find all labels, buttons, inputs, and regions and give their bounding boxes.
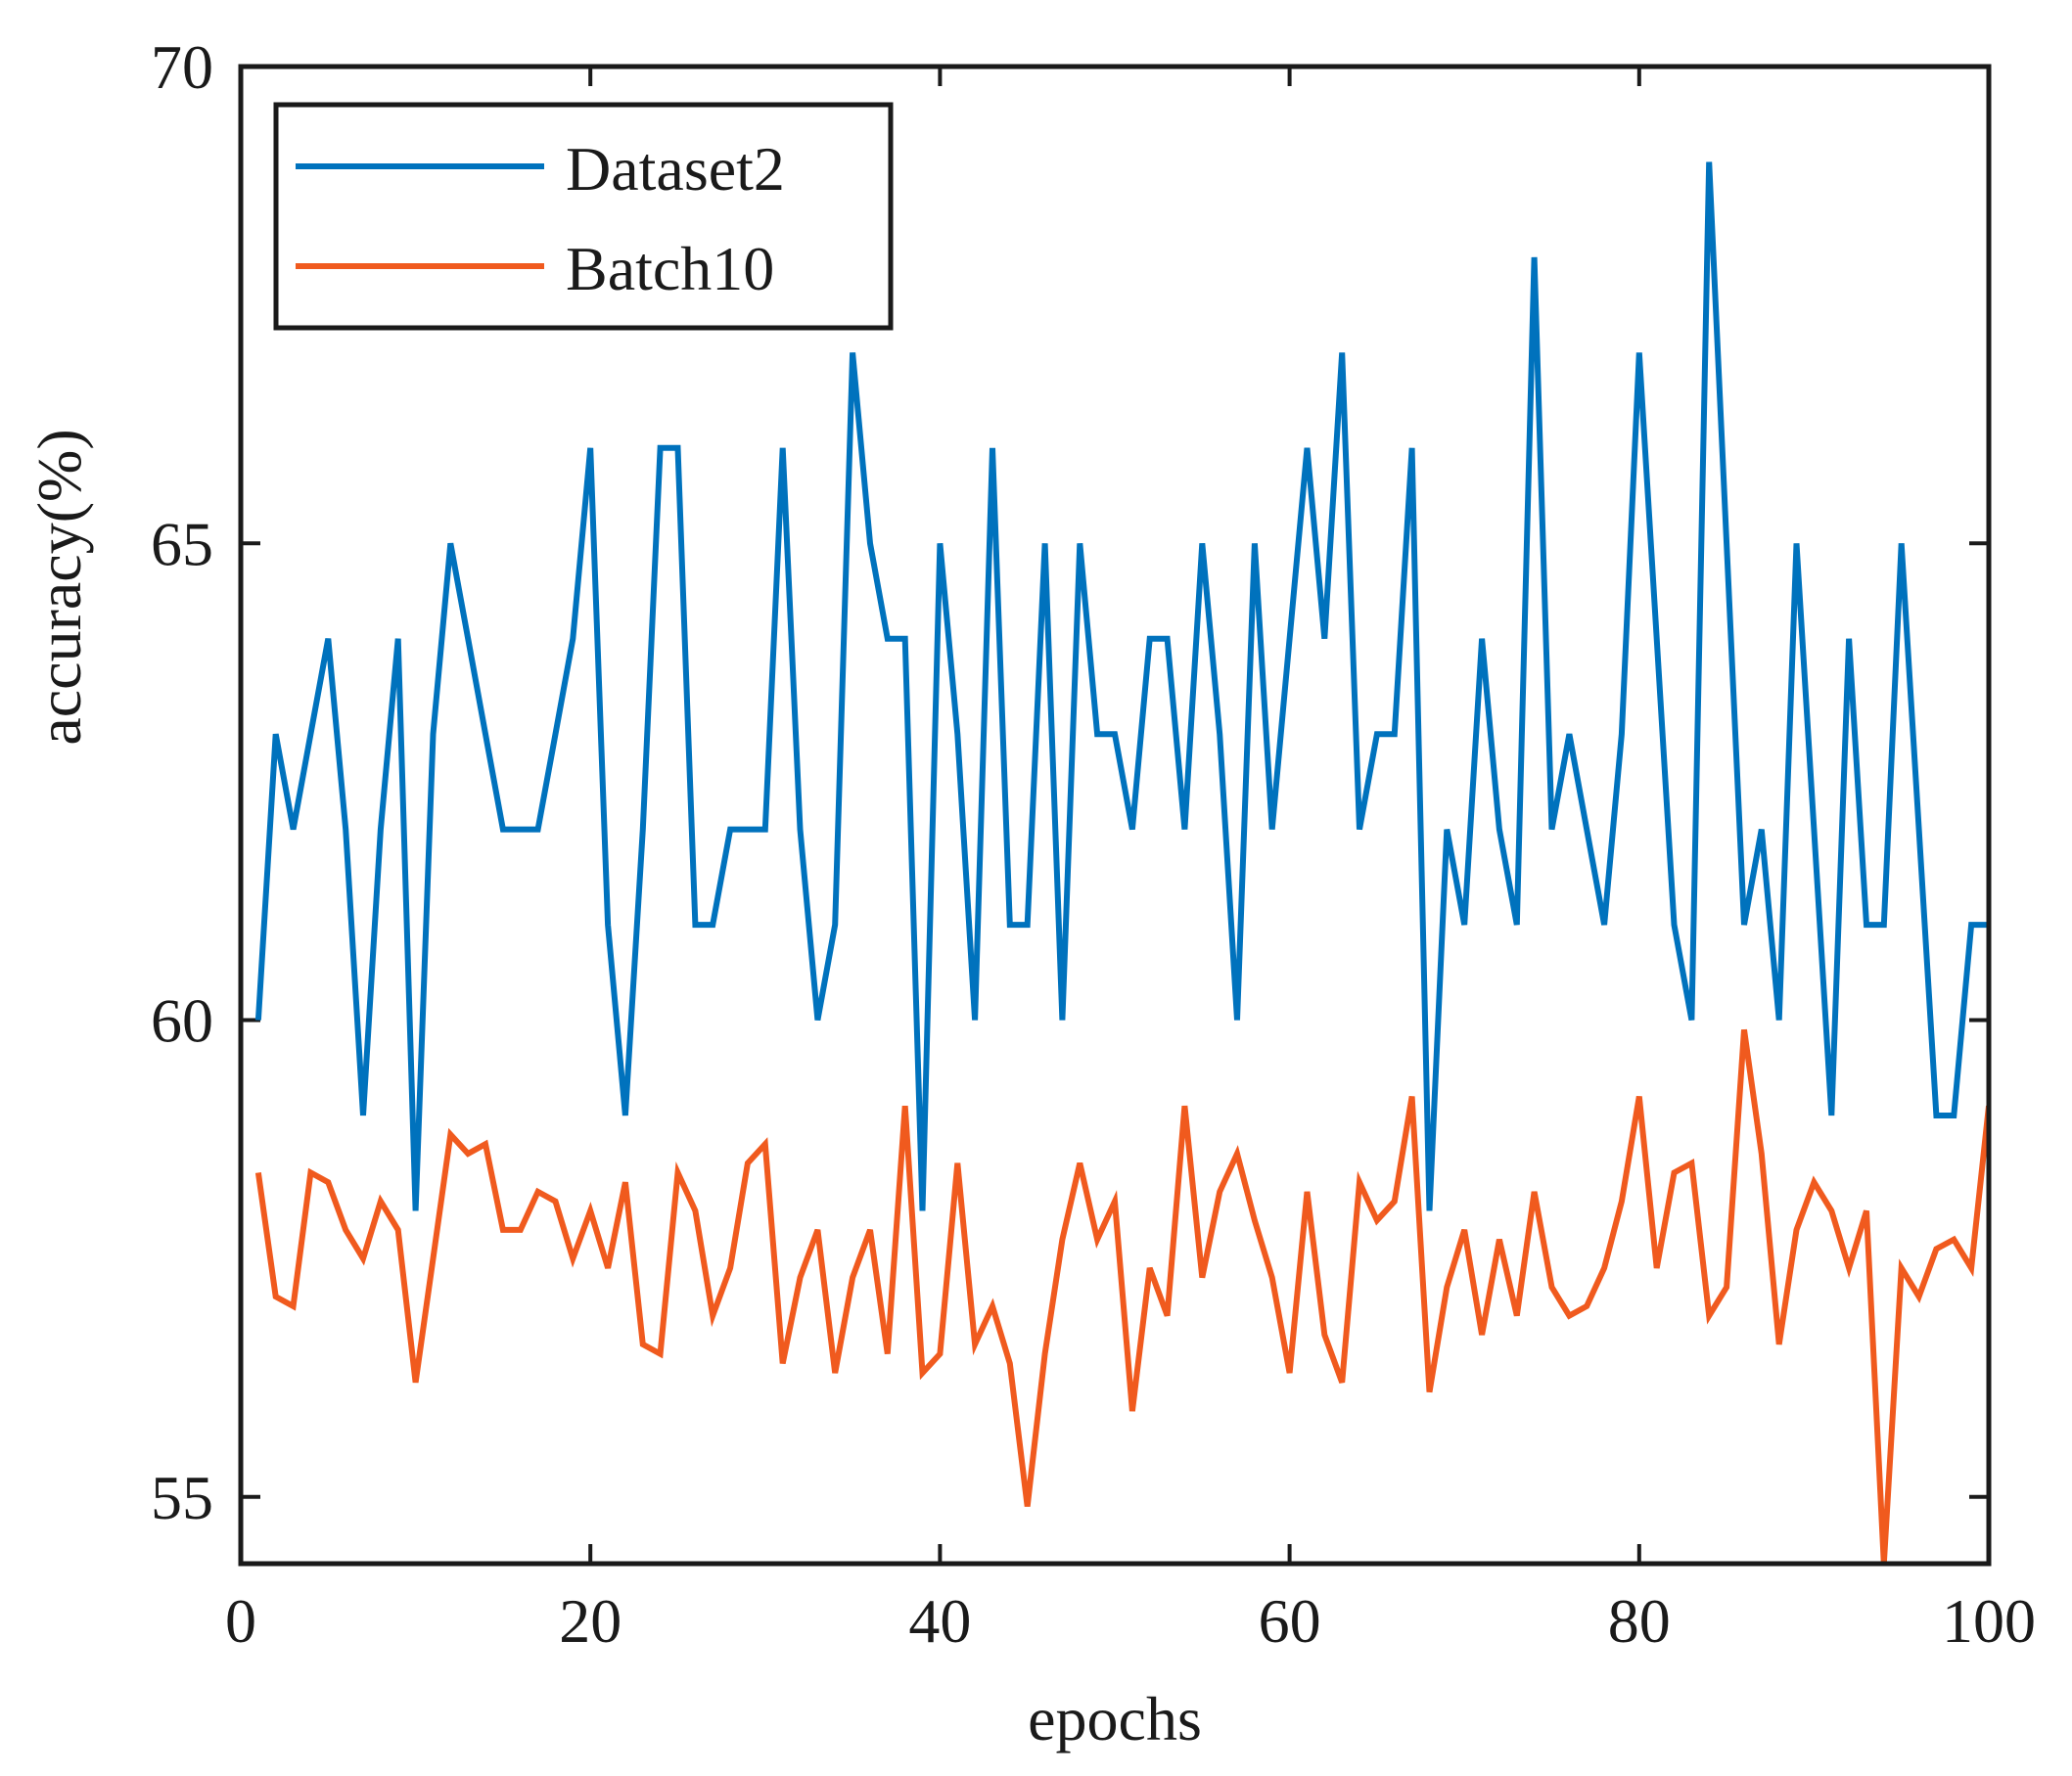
x-tick-label: 100 [1942, 1586, 2036, 1656]
x-tick-label: 60 [1259, 1586, 1321, 1656]
plot-area-frame [238, 64, 1992, 1567]
legend-label-dataset2: Dataset2 [566, 134, 785, 204]
x-tick-label: 80 [1608, 1586, 1671, 1656]
series-line-dataset2 [254, 161, 1989, 1211]
series-lines [254, 161, 1989, 1564]
y-tick-label: 60 [151, 986, 213, 1056]
y-tick-label: 70 [151, 32, 213, 102]
y-tick-label: 65 [151, 509, 213, 578]
x-tick-label: 40 [908, 1586, 971, 1656]
x-tick-label: 20 [559, 1586, 622, 1656]
x-tick-label: 0 [225, 1586, 256, 1656]
legend-label-batch10: Batch10 [566, 234, 774, 303]
y-axis-label: accuracy(%) [24, 429, 94, 745]
axis-ticks: 0 20 40 60 80 100 55 60 65 70 [151, 32, 2036, 1656]
series-line-batch10 [254, 1028, 1989, 1564]
y-tick-label: 55 [151, 1463, 213, 1532]
legend-box [273, 102, 894, 331]
legend: Dataset2 Batch10 [273, 102, 894, 331]
x-axis-label: epochs [1028, 1684, 1202, 1753]
